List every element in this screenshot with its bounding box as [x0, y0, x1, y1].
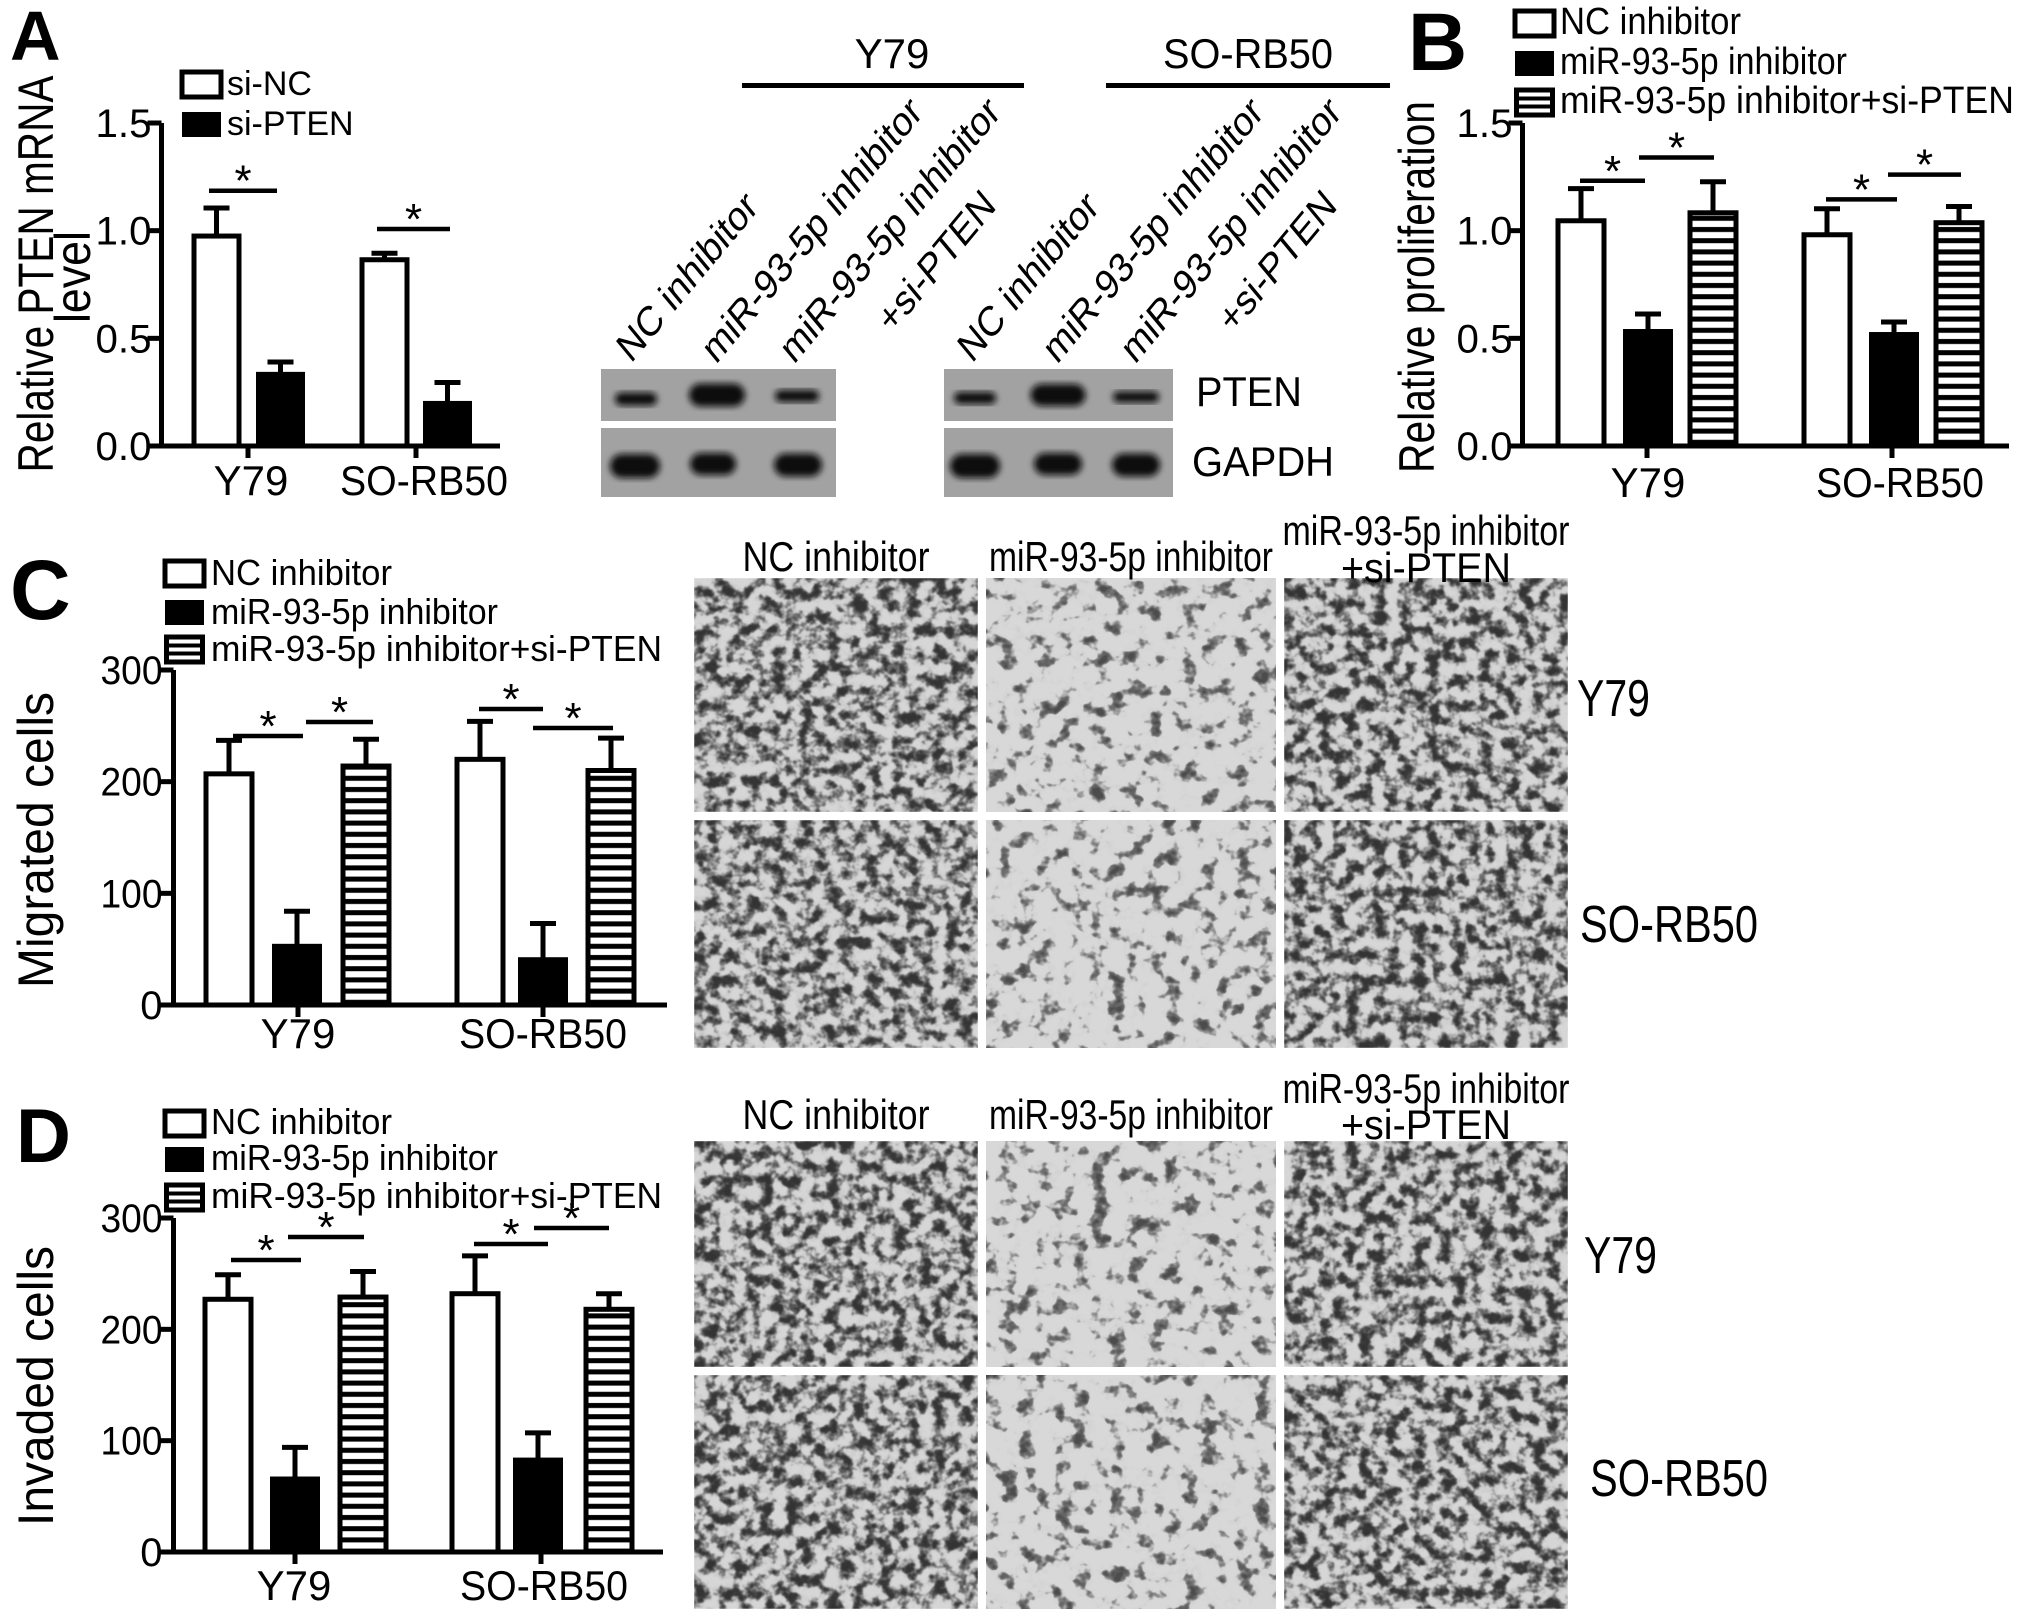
svg-text:GAPDH: GAPDH	[1192, 438, 1334, 485]
svg-text:*: *	[405, 195, 422, 244]
svg-text:level: level	[45, 231, 101, 323]
svg-text:*: *	[1916, 141, 1933, 190]
svg-text:miR-93-5p inhibitor: miR-93-5p inhibitor	[989, 533, 1273, 580]
svg-text:*: *	[1668, 124, 1685, 173]
svg-text:miR-93-5p inhibitor: miR-93-5p inhibitor	[211, 1137, 498, 1178]
svg-text:PTEN: PTEN	[1196, 368, 1302, 415]
svg-text:*: *	[1604, 147, 1621, 196]
svg-text:*: *	[317, 1203, 334, 1252]
svg-text:*: *	[259, 702, 276, 751]
svg-text:*: *	[564, 694, 581, 743]
svg-text:si-PTEN: si-PTEN	[227, 105, 354, 143]
svg-text:Relative PTEN mRNA: Relative PTEN mRNA	[8, 75, 64, 473]
svg-text:Y79: Y79	[1584, 1227, 1657, 1285]
svg-text:Invaded cells: Invaded cells	[8, 1246, 64, 1526]
svg-text:0: 0	[140, 984, 162, 1028]
svg-text:100: 100	[101, 872, 163, 916]
svg-text:SO-RB50: SO-RB50	[1163, 30, 1333, 77]
svg-text:SO-RB50: SO-RB50	[460, 1562, 628, 1609]
svg-text:1.5: 1.5	[96, 102, 152, 146]
svg-text:*: *	[331, 688, 348, 737]
svg-text:miR-93-5p inhibitor: miR-93-5p inhibitor	[211, 591, 498, 632]
svg-text:0: 0	[140, 1531, 162, 1575]
svg-text:*: *	[1853, 165, 1870, 214]
svg-text:NC inhibitor: NC inhibitor	[211, 552, 392, 593]
svg-text:Y79: Y79	[1577, 670, 1650, 728]
svg-text:si-NC: si-NC	[227, 65, 312, 103]
svg-text:*: *	[502, 675, 519, 724]
svg-text:*: *	[257, 1226, 274, 1275]
svg-text:SO-RB50: SO-RB50	[1580, 896, 1758, 954]
svg-text:Y79: Y79	[1611, 459, 1686, 506]
svg-text:*: *	[563, 1194, 580, 1243]
svg-text:100: 100	[101, 1420, 163, 1464]
svg-text:1.0: 1.0	[1457, 210, 1513, 254]
svg-text:300: 300	[101, 1197, 163, 1241]
svg-text:miR-93-5p inhibitor: miR-93-5p inhibitor	[1283, 1065, 1570, 1112]
svg-text:miR-93-5p inhibitor: miR-93-5p inhibitor	[989, 1091, 1273, 1138]
svg-text:miR-93-5p inhibitor: miR-93-5p inhibitor	[1283, 507, 1570, 554]
svg-text:B: B	[1408, 0, 1467, 88]
svg-text:+si-PTEN: +si-PTEN	[1341, 544, 1511, 591]
svg-text:1.0: 1.0	[96, 210, 152, 254]
svg-text:miR-93-5p inhibitor: miR-93-5p inhibitor	[1560, 41, 1847, 83]
svg-text:Y79: Y79	[257, 1562, 332, 1609]
svg-text:1.5: 1.5	[1457, 102, 1513, 146]
svg-text:miR-93-5p inhibitor+si-PTEN: miR-93-5p inhibitor+si-PTEN	[1560, 80, 2014, 122]
svg-text:miR-93-5p inhibitor+si-PTEN: miR-93-5p inhibitor+si-PTEN	[211, 628, 662, 669]
svg-text:Y79: Y79	[261, 1010, 336, 1057]
svg-text:*: *	[502, 1210, 519, 1259]
svg-text:Y79: Y79	[214, 457, 289, 504]
svg-text:NC inhibitor: NC inhibitor	[1560, 1, 1741, 43]
svg-text:A: A	[10, 0, 61, 75]
svg-text:C: C	[10, 543, 71, 637]
svg-text:200: 200	[101, 1308, 163, 1352]
svg-text:+si-PTEN: +si-PTEN	[1341, 1101, 1511, 1148]
svg-text:*: *	[234, 157, 251, 206]
svg-text:Relative proliferation: Relative proliferation	[1389, 101, 1445, 473]
svg-text:SO-RB50: SO-RB50	[1590, 1450, 1768, 1508]
svg-text:0.0: 0.0	[96, 425, 152, 469]
svg-text:Y79: Y79	[855, 30, 930, 77]
svg-text:NC inhibitor: NC inhibitor	[743, 533, 930, 580]
svg-text:D: D	[16, 1094, 71, 1179]
svg-text:SO-RB50: SO-RB50	[340, 457, 508, 504]
svg-text:NC inhibitor: NC inhibitor	[743, 1091, 930, 1138]
svg-text:SO-RB50: SO-RB50	[459, 1010, 627, 1057]
svg-text:Migrated cells: Migrated cells	[8, 692, 64, 988]
svg-text:0.5: 0.5	[96, 317, 152, 361]
svg-text:300: 300	[101, 649, 163, 693]
svg-text:NC inhibitor: NC inhibitor	[211, 1101, 392, 1142]
svg-text:miR-93-5p inhibitor+si-PTEN: miR-93-5p inhibitor+si-PTEN	[211, 1175, 662, 1216]
svg-text:0.5: 0.5	[1457, 317, 1513, 361]
svg-text:200: 200	[101, 761, 163, 805]
svg-text:0.0: 0.0	[1457, 425, 1513, 469]
svg-text:SO-RB50: SO-RB50	[1816, 459, 1984, 506]
